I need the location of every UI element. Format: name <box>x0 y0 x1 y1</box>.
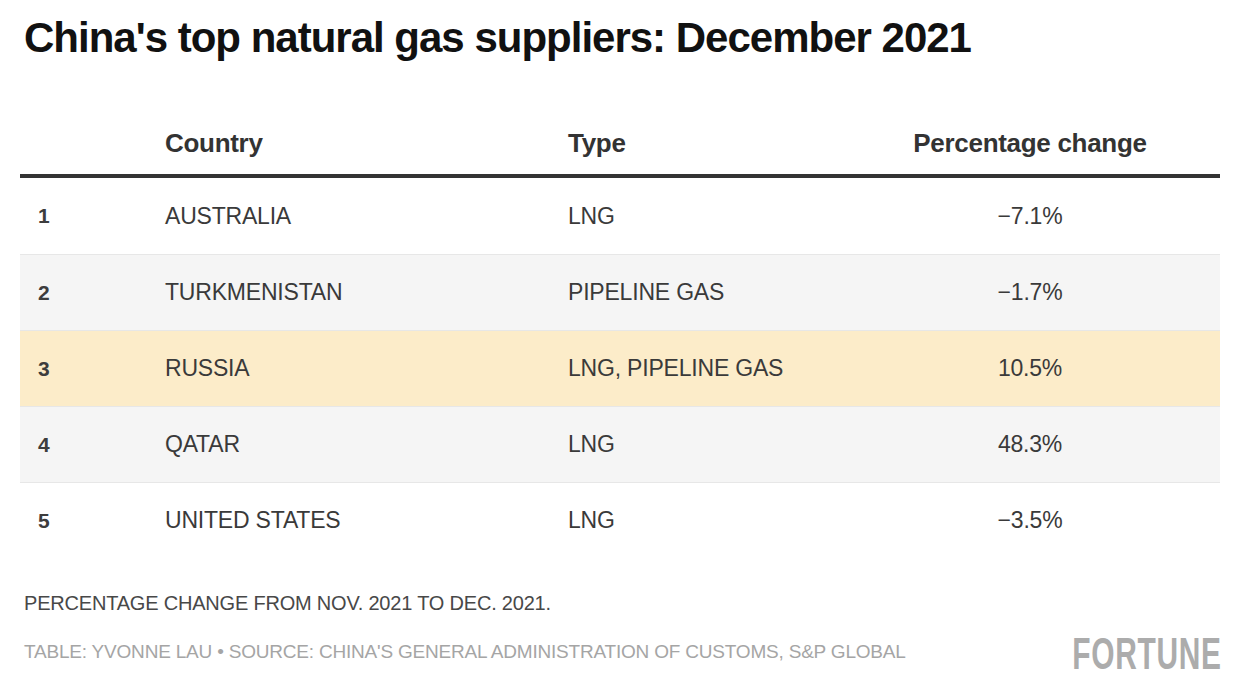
footnote: PERCENTAGE CHANGE FROM NOV. 2021 TO DEC.… <box>24 592 551 615</box>
row-rank: 5 <box>20 509 165 533</box>
row-percentage-change: −7.1% <box>840 203 1220 230</box>
row-country: UNITED STATES <box>165 507 568 534</box>
row-type: LNG, PIPELINE GAS <box>568 355 840 382</box>
row-type: PIPELINE GAS <box>568 279 840 306</box>
table-row: 1 AUSTRALIA LNG −7.1% <box>20 178 1220 254</box>
row-type: LNG <box>568 203 840 230</box>
row-country: QATAR <box>165 431 568 458</box>
table-row: 4 QATAR LNG 48.3% <box>20 406 1220 482</box>
row-country: TURKMENISTAN <box>165 279 568 306</box>
table-row: 5 UNITED STATES LNG −3.5% <box>20 482 1220 558</box>
column-header-percentage-change: Percentage change <box>840 128 1220 159</box>
table-header-row: Country Type Percentage change <box>20 108 1220 178</box>
row-type: LNG <box>568 431 840 458</box>
row-rank: 1 <box>20 204 165 228</box>
suppliers-table: Country Type Percentage change 1 AUSTRAL… <box>20 108 1220 558</box>
row-percentage-change: 48.3% <box>840 431 1220 458</box>
row-percentage-change: 10.5% <box>840 355 1220 382</box>
row-rank: 2 <box>20 281 165 305</box>
row-type: LNG <box>568 507 840 534</box>
credit-line: TABLE: YVONNE LAU • SOURCE: CHINA'S GENE… <box>24 641 906 663</box>
row-country: AUSTRALIA <box>165 203 568 230</box>
row-country: RUSSIA <box>165 355 568 382</box>
chart-title: China's top natural gas suppliers: Decem… <box>24 14 971 62</box>
fortune-logo: FORTUNE <box>1073 629 1222 679</box>
row-rank: 4 <box>20 433 165 457</box>
row-percentage-change: −1.7% <box>840 279 1220 306</box>
table-row-highlighted: 3 RUSSIA LNG, PIPELINE GAS 10.5% <box>20 330 1220 406</box>
chart-container: China's top natural gas suppliers: Decem… <box>0 0 1240 696</box>
row-percentage-change: −3.5% <box>840 507 1220 534</box>
column-header-country: Country <box>165 128 568 159</box>
column-header-type: Type <box>568 128 840 159</box>
table-row: 2 TURKMENISTAN PIPELINE GAS −1.7% <box>20 254 1220 330</box>
row-rank: 3 <box>20 357 165 381</box>
